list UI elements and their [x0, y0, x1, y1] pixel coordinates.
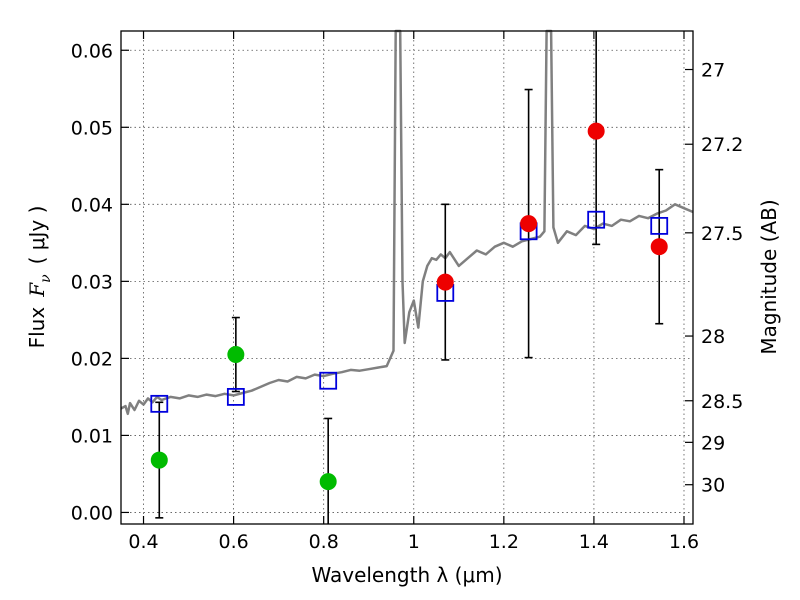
right-axis-ticks: 27 27.2 27.5 28 28.5 29 30	[685, 60, 743, 497]
detection-point	[520, 215, 538, 233]
right-tick-label: 27	[701, 60, 725, 82]
detection-point	[587, 122, 605, 140]
y-tick-label: 0.05	[71, 117, 113, 139]
x-axis-label: Wavelength λ (μm)	[311, 563, 502, 587]
x-tick-label: 1.4	[579, 531, 609, 553]
y-tick-label: 0.01	[71, 425, 113, 447]
right-axis-label: Magnitude (AB)	[757, 199, 781, 354]
right-tick-label: 29	[701, 432, 725, 454]
y-tick-label: 0.06	[71, 40, 113, 62]
x-tick-label: 1	[408, 531, 420, 553]
grid-lines	[121, 31, 693, 524]
y-tick-label: 0.04	[71, 194, 113, 216]
right-tick-label: 28	[701, 326, 725, 348]
detection-point	[436, 273, 454, 291]
x-axis-ticks: 0.4 0.6 0.8 1 1.2 1.4 1.6	[128, 31, 699, 553]
y-axis-label: Flux Fν ( μJy )	[25, 206, 54, 349]
plot-frame	[120, 30, 694, 525]
model-photometry-square	[587, 210, 606, 229]
detection-point	[150, 451, 168, 469]
y-axis-label-f: F	[25, 282, 49, 298]
x-tick-label: 1.2	[489, 531, 519, 553]
detection-point	[319, 473, 337, 491]
y-tick-label: 0.02	[71, 348, 113, 370]
detection-points	[150, 122, 668, 491]
x-tick-label: 0.6	[218, 531, 248, 553]
right-tick-label: 27.2	[701, 134, 743, 156]
x-tick-label: 0.4	[128, 531, 158, 553]
x-tick-label: 1.6	[669, 531, 699, 553]
x-tick-label: 0.8	[309, 531, 339, 553]
detection-point	[227, 346, 245, 364]
model-photometry-square	[650, 216, 669, 235]
model-photometry-square	[319, 371, 338, 390]
model-photometry-markers	[150, 210, 669, 413]
detection-point	[650, 238, 668, 256]
model-photometry-square	[226, 387, 245, 406]
y-tick-label: 0.00	[71, 502, 113, 524]
model-spectrum-line	[120, 29, 694, 416]
y-axis-ticks: 0.00 0.01 0.02 0.03 0.04 0.05 0.06	[71, 40, 129, 524]
right-tick-label: 27.5	[701, 223, 743, 245]
y-axis-label-flux: Flux	[25, 307, 49, 349]
y-axis-label-unit: ( μJy )	[25, 206, 49, 265]
right-tick-label: 30	[701, 475, 725, 497]
y-tick-label: 0.03	[71, 271, 113, 293]
y-axis-label-nu: ν	[38, 274, 54, 283]
model-photometry-square	[150, 394, 169, 413]
right-tick-label: 28.5	[701, 391, 743, 413]
model-spectrum-path	[120, 29, 694, 416]
